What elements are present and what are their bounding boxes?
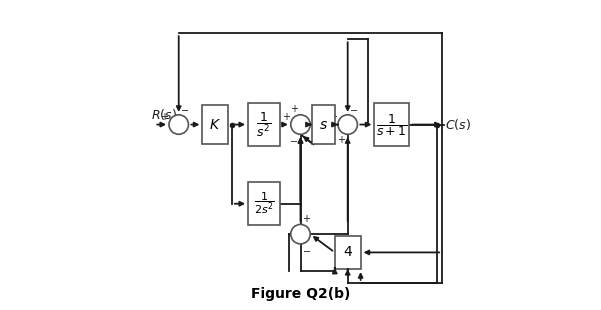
Circle shape xyxy=(291,224,310,244)
FancyBboxPatch shape xyxy=(335,236,361,269)
Text: $4$: $4$ xyxy=(343,246,353,259)
FancyBboxPatch shape xyxy=(374,103,409,146)
Circle shape xyxy=(169,115,189,134)
Text: $K$: $K$ xyxy=(209,117,221,131)
FancyBboxPatch shape xyxy=(312,105,335,144)
Text: +: + xyxy=(329,113,337,122)
Text: +: + xyxy=(160,113,168,122)
Text: +: + xyxy=(290,104,298,114)
FancyBboxPatch shape xyxy=(203,105,228,144)
Text: Figure Q2(b): Figure Q2(b) xyxy=(251,287,350,301)
Text: $-$: $-$ xyxy=(302,245,311,255)
Circle shape xyxy=(291,115,310,134)
FancyBboxPatch shape xyxy=(248,103,280,146)
Text: $\dfrac{1}{s+1}$: $\dfrac{1}{s+1}$ xyxy=(376,112,407,138)
Text: +: + xyxy=(337,135,345,145)
Text: $\dfrac{1}{2s^2}$: $\dfrac{1}{2s^2}$ xyxy=(254,191,274,216)
Circle shape xyxy=(338,115,358,134)
Text: +: + xyxy=(282,113,290,122)
FancyBboxPatch shape xyxy=(248,182,280,225)
Text: $R(s)$: $R(s)$ xyxy=(151,107,177,122)
Text: $s$: $s$ xyxy=(319,117,328,131)
Text: $C(s)$: $C(s)$ xyxy=(445,117,471,132)
Text: $\dfrac{1}{s^2}$: $\dfrac{1}{s^2}$ xyxy=(257,110,272,139)
Text: $-$: $-$ xyxy=(180,104,189,114)
Text: $-$: $-$ xyxy=(289,135,298,145)
Text: $-$: $-$ xyxy=(349,104,358,114)
Text: +: + xyxy=(302,214,310,224)
